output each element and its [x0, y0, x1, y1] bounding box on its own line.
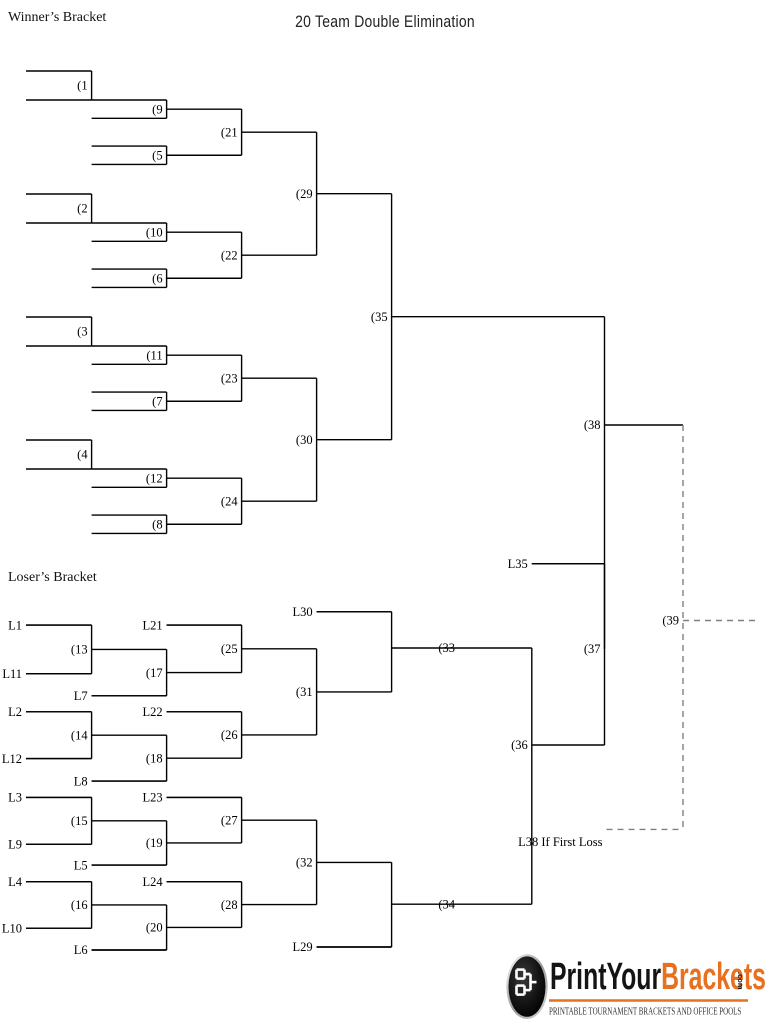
- svg-text:(17: (17: [146, 666, 163, 680]
- svg-text:(18: (18: [146, 751, 163, 765]
- svg-text:L21: L21: [142, 618, 162, 632]
- svg-text:(29: (29: [296, 187, 313, 201]
- svg-text:(23: (23: [221, 371, 238, 385]
- svg-text:L29: L29: [292, 940, 312, 954]
- svg-text:(11: (11: [146, 348, 162, 362]
- svg-text:(13: (13: [71, 643, 88, 657]
- svg-text:(22: (22: [221, 248, 238, 262]
- svg-text:(37: (37: [584, 642, 601, 656]
- svg-text:(8: (8: [152, 517, 162, 531]
- svg-text:L12: L12: [2, 752, 22, 766]
- svg-text:(36: (36: [511, 738, 528, 752]
- svg-text:(30: (30: [296, 433, 313, 447]
- svg-text:L30: L30: [292, 605, 312, 619]
- svg-text:(20: (20: [146, 921, 163, 935]
- svg-text:(38: (38: [584, 418, 601, 432]
- svg-text:L38 If First Loss: L38 If First Loss: [518, 835, 603, 849]
- svg-text:.com: .com: [736, 972, 745, 990]
- svg-text:L2: L2: [8, 705, 22, 719]
- svg-text:L1: L1: [8, 618, 22, 632]
- svg-text:L23: L23: [142, 791, 162, 805]
- svg-text:PRINTABLE TOURNAMENT BRACKETS: PRINTABLE TOURNAMENT BRACKETS AND OFFICE…: [549, 1005, 741, 1017]
- svg-text:(9: (9: [152, 102, 162, 116]
- svg-text:L9: L9: [8, 838, 22, 852]
- svg-text:(27: (27: [221, 813, 238, 827]
- svg-text:(31: (31: [296, 685, 313, 699]
- svg-text:PrintYourBrackets: PrintYourBrackets: [550, 955, 766, 998]
- svg-text:L7: L7: [74, 689, 88, 703]
- svg-text:L22: L22: [142, 705, 162, 719]
- svg-text:(6: (6: [152, 271, 162, 285]
- svg-text:(12: (12: [146, 471, 163, 485]
- svg-text:L11: L11: [2, 667, 22, 681]
- svg-text:L5: L5: [74, 858, 88, 872]
- svg-text:L3: L3: [8, 791, 22, 805]
- svg-text:(14: (14: [71, 728, 88, 742]
- svg-text:L10: L10: [2, 921, 22, 935]
- svg-text:(35: (35: [371, 310, 388, 324]
- svg-text:L8: L8: [74, 774, 88, 788]
- svg-text:(10: (10: [146, 225, 163, 239]
- svg-text:L4: L4: [8, 875, 23, 889]
- svg-text:(7: (7: [152, 394, 162, 408]
- svg-text:(1: (1: [77, 79, 87, 93]
- svg-text:L35: L35: [508, 557, 528, 571]
- svg-text:(26: (26: [221, 728, 238, 742]
- svg-text:(4: (4: [77, 448, 88, 462]
- svg-text:(32: (32: [296, 856, 313, 870]
- svg-text:(19: (19: [146, 836, 163, 850]
- svg-text:(24: (24: [221, 494, 238, 508]
- svg-text:L24: L24: [142, 875, 163, 889]
- svg-text:L6: L6: [74, 943, 88, 957]
- svg-text:(28: (28: [221, 898, 238, 912]
- svg-text:(16: (16: [71, 898, 88, 912]
- svg-text:(3: (3: [77, 325, 87, 339]
- svg-text:(15: (15: [71, 814, 88, 828]
- svg-text:(33: (33: [438, 641, 455, 655]
- svg-text:(25: (25: [221, 642, 238, 656]
- svg-text:(21: (21: [221, 125, 238, 139]
- svg-text:(39: (39: [662, 614, 679, 628]
- svg-text:(5: (5: [152, 148, 162, 162]
- svg-text:(2: (2: [77, 202, 87, 216]
- svg-text:(34: (34: [438, 897, 455, 911]
